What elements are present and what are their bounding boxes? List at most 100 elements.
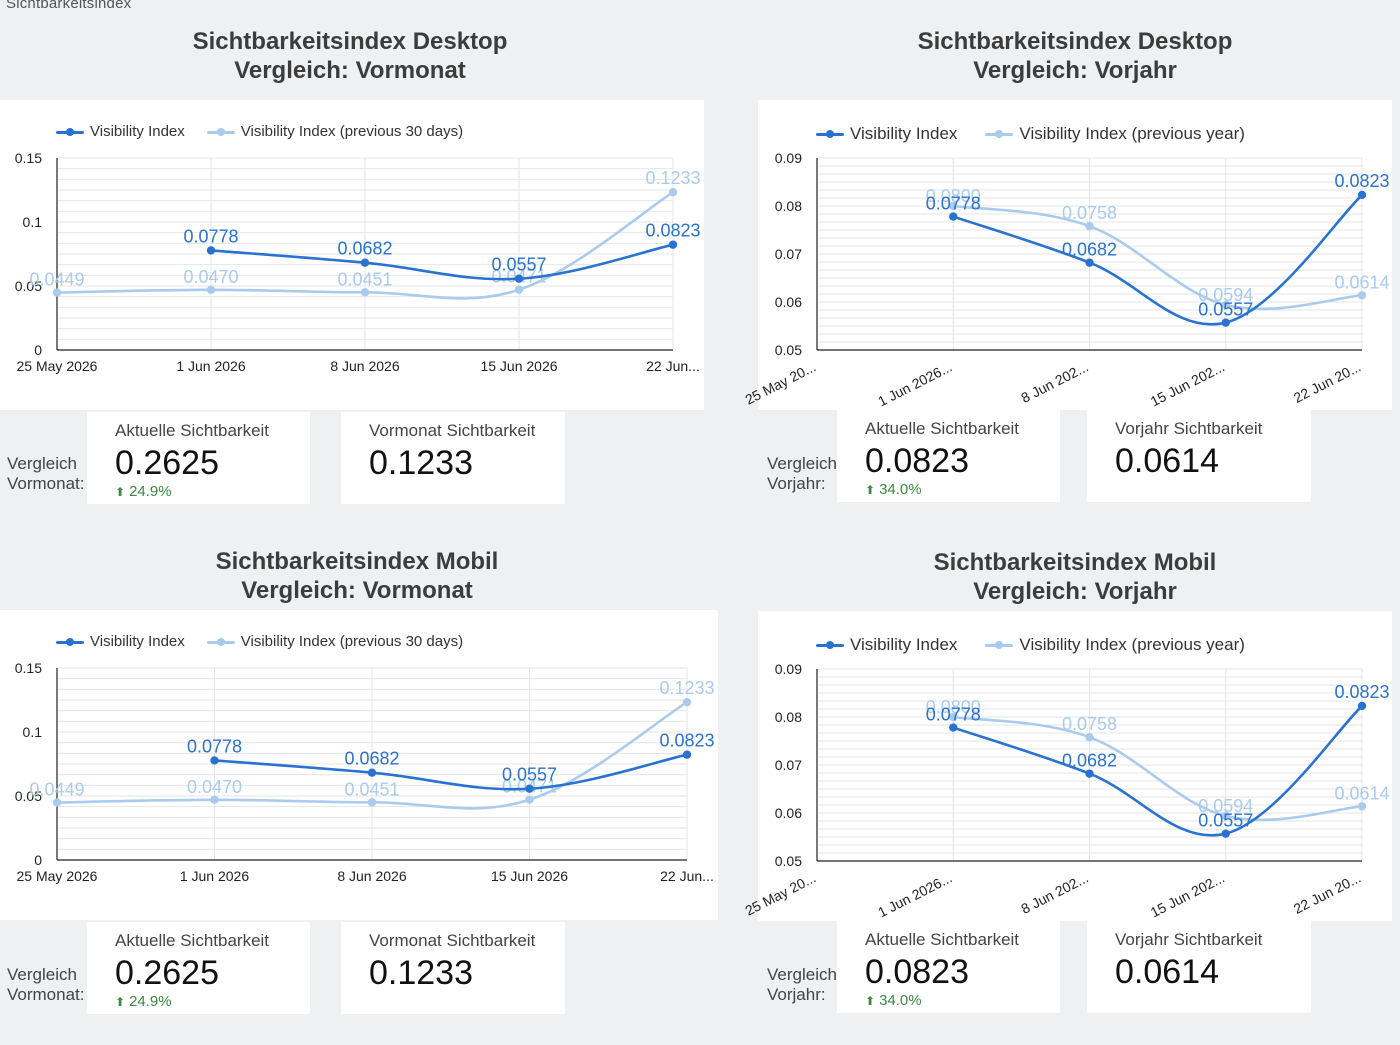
line-chart-desktop-vormonat[interactable]: Visibility Index Visibility Index (previ… (0, 100, 704, 410)
kpi-card-reference: Vorjahr Sichtbarkeit 0.0614 (1087, 921, 1311, 1013)
data-label-previous: 0.0758 (1062, 714, 1117, 734)
data-point-current (206, 246, 216, 255)
data-point-previous (1085, 732, 1094, 742)
kpi-value: 0.2625 (115, 954, 219, 992)
kpi-value: 0.0823 (865, 442, 969, 480)
data-label-previous: 0.0451 (344, 779, 399, 799)
legend-item-previous[interactable]: Visibility Index (previous year) (985, 124, 1245, 144)
legend-item-current[interactable]: Visibility Index (816, 124, 957, 144)
y-tick-label: 0.05 (15, 278, 42, 294)
y-tick-label: 0.09 (775, 150, 802, 166)
kpi-value: 0.1233 (369, 954, 473, 992)
data-label-previous: 0.0800 (926, 186, 981, 206)
x-tick-label: 15 Jun 202... (1148, 869, 1227, 920)
x-tick-label: 25 May 2026 (17, 868, 98, 884)
compare-label-line2: Vorjahr: (767, 985, 826, 1004)
arrow-up-icon: ⬆ (115, 994, 126, 1009)
kpi-card-reference: Vorjahr Sichtbarkeit 0.0614 (1087, 410, 1311, 502)
legend-item-current[interactable]: Visibility Index (816, 635, 957, 655)
data-label-current: 0.0778 (926, 194, 981, 214)
data-label-current: 0.0778 (926, 705, 981, 725)
y-tick-label: 0.1 (23, 724, 43, 740)
data-label-current: 0.0778 (187, 736, 242, 756)
line-chart-desktop-vorjahr[interactable]: Visibility Index Visibility Index (previ… (742, 100, 1392, 410)
compare-label: Vergleich Vorjahr: (767, 454, 837, 494)
data-label-previous: 0.0800 (926, 697, 981, 717)
data-point-previous (668, 187, 678, 197)
data-label-previous: 0.1233 (659, 678, 714, 698)
data-point-previous (52, 288, 62, 297)
x-tick-label: 8 Jun 2026 (330, 358, 399, 374)
y-tick-label: 0.05 (775, 342, 802, 358)
data-point-previous (1357, 802, 1367, 811)
arrow-up-icon: ⬆ (865, 482, 876, 497)
data-point-previous (360, 288, 370, 297)
compare-label-line2: Vorjahr: (767, 474, 826, 493)
data-point-previous (1085, 221, 1094, 231)
compare-label-line1: Vergleich (767, 965, 837, 984)
data-label-current: 0.0823 (1334, 171, 1389, 191)
y-tick-label: 0.15 (15, 660, 42, 676)
chart-plot: 0 0.05 0.1 0.15 25 May 2026 1 Jun 2026 8 Jun 2… (15, 150, 701, 374)
x-tick-label: 8 Jun 202... (1018, 869, 1090, 916)
data-point-current (1085, 258, 1094, 267)
series-line-current (214, 753, 688, 791)
data-point-previous (682, 697, 692, 707)
data-label-previous: 0.0594 (1198, 285, 1253, 305)
data-point-current (360, 258, 370, 267)
data-point-current (367, 768, 377, 777)
data-label-current: 0.0682 (337, 239, 392, 259)
panel-title-line2: Vergleich: Vorjahr (973, 57, 1177, 84)
kpi-value: 0.0614 (1115, 442, 1219, 480)
panel-title-line1: Sichtbarkeitsindex Mobil (215, 548, 499, 575)
compare-label-line1: Vergleich (7, 965, 77, 984)
legend-item-current[interactable]: Visibility Index (56, 123, 185, 140)
data-point-previous (1357, 291, 1367, 300)
series-line-current (952, 194, 1363, 326)
legend-item-current[interactable]: Visibility Index (56, 633, 185, 650)
legend-item-previous[interactable]: Visibility Index (previous 30 days) (206, 633, 463, 650)
x-tick-label: 22 Jun... (660, 868, 714, 884)
chart-legend: Visibility Index Visibility Index (previ… (816, 635, 1267, 655)
panel-title-line2: Vergleich: Vormonat (241, 577, 473, 604)
legend-item-previous[interactable]: Visibility Index (previous 30 days) (206, 123, 463, 140)
chart-legend: Visibility Index Visibility Index (previ… (816, 124, 1267, 144)
kpi-card-current: Aktuelle Sichtbarkeit 0.2625 ⬆ 24.9% (87, 412, 310, 504)
line-chart-mobil-vorjahr[interactable]: Visibility Index Visibility Index (previ… (742, 611, 1392, 921)
data-point-current (1221, 318, 1230, 327)
y-tick-label: 0.06 (775, 805, 802, 821)
kpi-delta-value: 24.9% (129, 993, 172, 1010)
data-label-previous: 0.0449 (29, 780, 84, 800)
x-tick-label: 8 Jun 2026 (337, 868, 406, 884)
data-point-current (1221, 829, 1230, 838)
panel-title-line2: Vergleich: Vorjahr (973, 578, 1177, 605)
compare-label-line2: Vormonat: (7, 985, 85, 1004)
x-tick-label: 22 Jun 20... (1291, 358, 1363, 405)
legend-swatch-current (56, 126, 84, 138)
series-line-previous (953, 204, 1363, 311)
data-point-previous (52, 798, 62, 807)
legend-item-previous[interactable]: Visibility Index (previous year) (985, 635, 1245, 655)
y-tick-label: 0.1 (23, 214, 43, 230)
line-chart-mobil-vormonat[interactable]: Visibility Index Visibility Index (previ… (0, 610, 718, 920)
kpi-delta: ⬆ 34.0% (865, 481, 922, 498)
y-tick-label: 0.05 (15, 788, 42, 804)
series-line-current (210, 243, 674, 281)
panel-title-line1: Sichtbarkeitsindex Desktop (917, 28, 1233, 55)
kpi-delta-value: 34.0% (879, 992, 922, 1009)
kpi-delta-value: 24.9% (129, 483, 172, 500)
data-label-current: 0.0823 (659, 731, 714, 751)
kpi-title: Aktuelle Sichtbarkeit (865, 930, 1020, 949)
kpi-title: Vorjahr Sichtbarkeit (1115, 419, 1263, 438)
y-tick-label: 0.09 (775, 661, 802, 677)
data-label-previous: 0.0470 (187, 777, 242, 797)
data-label-current: 0.0682 (1062, 240, 1117, 260)
compare-label-line1: Vergleich (7, 454, 77, 473)
y-tick-label: 0.07 (775, 757, 802, 773)
chart-plot: 0.05 0.06 0.07 0.08 0.09 25 May 20... 1 Jun 20… (742, 661, 1389, 920)
compare-label-line1: Vergleich (767, 454, 837, 473)
legend-label-current: Visibility Index (850, 124, 958, 143)
x-tick-label: 1 Jun 2026... (875, 869, 954, 920)
chart-plot: 0 0.05 0.1 0.15 25 May 2026 1 Jun 2026 8 Jun 2… (15, 660, 715, 884)
panel-title-desktop-vorjahr: Sichtbarkeitsindex Desktop Vergleich: Vo… (755, 27, 1395, 85)
